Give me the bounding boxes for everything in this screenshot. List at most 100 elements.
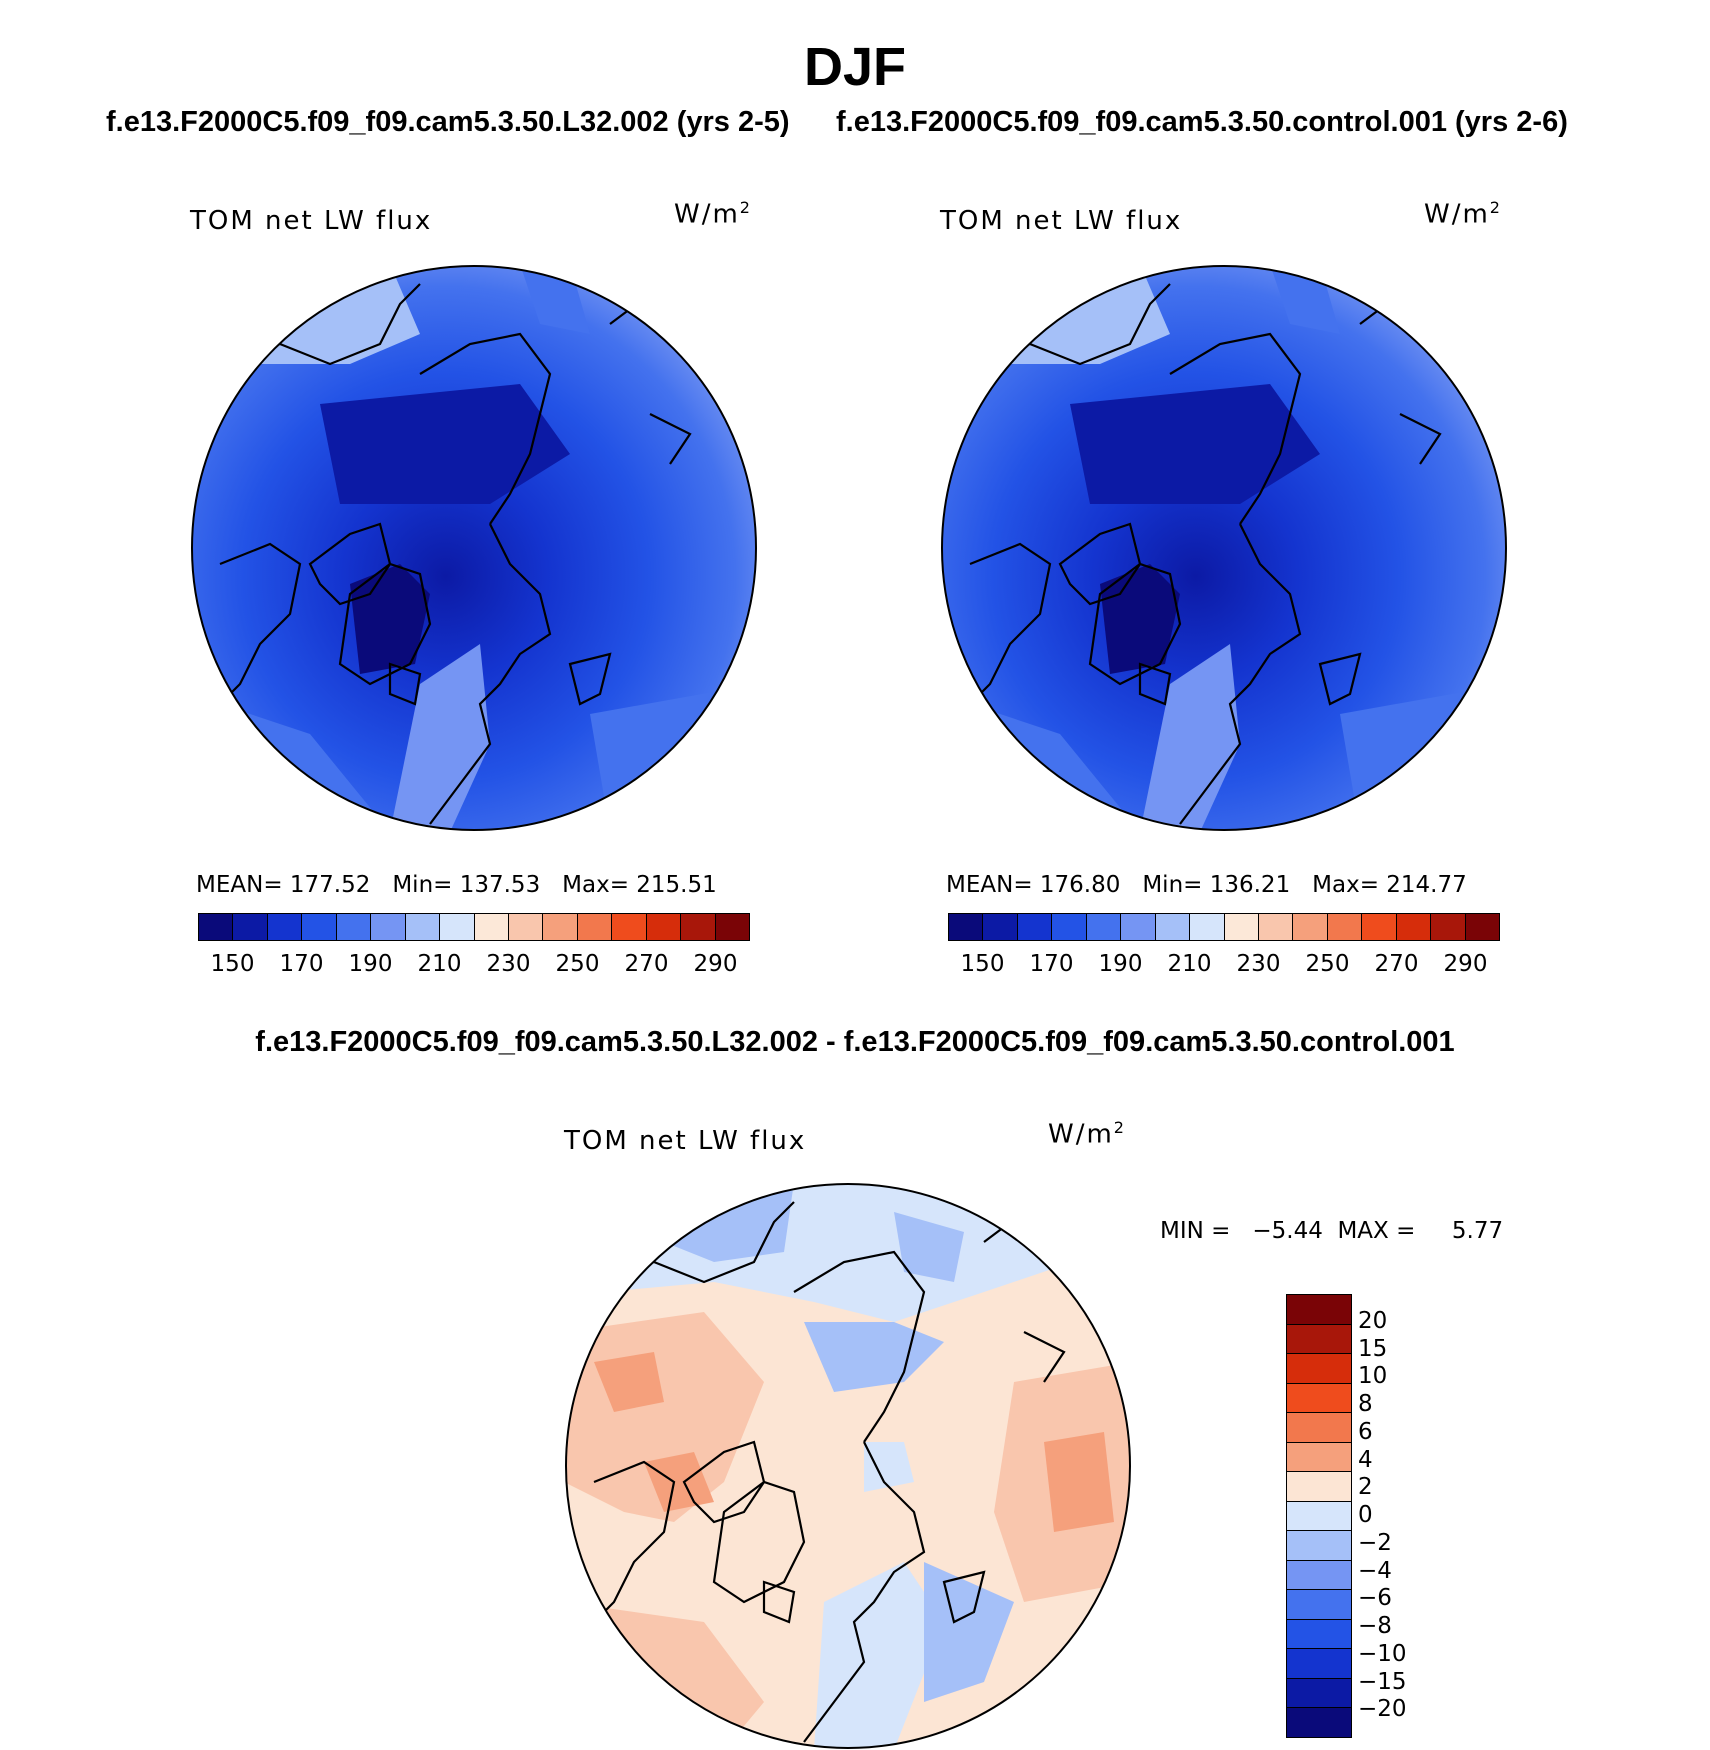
polar-map-a (191, 265, 757, 831)
colorbar-tick-label: 290 (1443, 951, 1488, 977)
colorbar-swatch (371, 914, 406, 940)
colorbar-swatch (1293, 914, 1328, 940)
colorbar-swatch (336, 914, 372, 940)
colorbar-tick-label: −10 (1358, 1640, 1407, 1667)
colorbar-tick-label: 190 (1098, 951, 1143, 977)
panel-a-variable: TOM net LW flux (190, 206, 433, 236)
colorbar-swatch (1287, 1413, 1351, 1443)
colorbar-swatch (1052, 914, 1087, 940)
colorbar-tick-label: 4 (1358, 1446, 1373, 1473)
panel-b-min: Min= 136.21 (1142, 872, 1291, 898)
figure-title: DJF (803, 37, 906, 97)
colorbar-swatch (1287, 1442, 1351, 1473)
polar-map-b (941, 265, 1507, 831)
colorbar-swatch (440, 914, 475, 940)
colorbar-tick-label: −2 (1358, 1529, 1392, 1556)
colorbar-a (198, 913, 750, 941)
panel-b-max: Max= 214.77 (1312, 872, 1467, 898)
colorbar-swatch (1121, 914, 1156, 940)
colorbar-tick-label: 2 (1358, 1474, 1373, 1501)
colorbar-swatch (612, 914, 647, 940)
colorbar-swatch (1086, 914, 1122, 940)
colorbar-tick-label: 8 (1358, 1391, 1373, 1417)
colorbar-b (948, 913, 1500, 941)
panel-a-mean: MEAN= 177.52 (196, 872, 371, 898)
colorbar-swatch (715, 914, 749, 940)
colorbar-tick-label: 270 (624, 951, 669, 977)
colorbar-swatch (1190, 914, 1225, 940)
colorbar-tick-label: 250 (555, 951, 600, 977)
colorbar-swatch (543, 914, 578, 940)
colorbar-tick-label: 0 (1358, 1502, 1373, 1528)
colorbar-swatch (199, 914, 234, 940)
colorbar-swatch (1287, 1649, 1351, 1679)
colorbar-swatch (302, 914, 337, 940)
colorbar-tick-label: −20 (1358, 1696, 1407, 1723)
panel-b-mean: MEAN= 176.80 (946, 872, 1121, 898)
colorbar-swatch (1155, 914, 1191, 940)
colorbar-swatch (1431, 914, 1466, 940)
colorbar-swatch (1287, 1472, 1351, 1502)
panel-a-min: Min= 137.53 (392, 872, 541, 898)
colorbar-tick-label: 190 (348, 951, 393, 977)
colorbar-tick-label: 270 (1374, 951, 1419, 977)
colorbar-swatch (1287, 1560, 1351, 1591)
colorbar-tick-label: 210 (417, 951, 462, 977)
colorbar-swatch (1465, 914, 1499, 940)
panel-a-max: Max= 215.51 (562, 872, 717, 898)
colorbar-tick-label: 150 (960, 951, 1005, 977)
colorbar-swatch (1287, 1324, 1351, 1355)
colorbar-tick-label: −4 (1358, 1557, 1392, 1584)
colorbar-tick-label: 150 (210, 951, 255, 977)
colorbar-tick-label: 210 (1167, 951, 1212, 977)
colorbar-tick-label: −6 (1358, 1585, 1392, 1612)
colorbar-swatch (1287, 1619, 1351, 1650)
panel-b-units: W/m2 (1424, 198, 1502, 230)
colorbar-swatch (1396, 914, 1432, 940)
colorbar-swatch (1287, 1590, 1351, 1620)
colorbar-tick-label: −8 (1358, 1613, 1392, 1639)
colorbar-tick-label: 10 (1358, 1363, 1388, 1390)
diff-panel-units: W/m2 (1048, 1118, 1126, 1150)
colorbar-tick-label: −15 (1358, 1668, 1407, 1695)
colorbar-swatch (681, 914, 716, 940)
colorbar-swatch (1287, 1678, 1351, 1709)
colorbar-tick-label: 230 (486, 951, 531, 977)
colorbar-swatch (405, 914, 441, 940)
case-b-title: f.e13.F2000C5.f09_f09.cam5.3.50.control.… (836, 106, 1568, 138)
colorbar-swatch (1287, 1708, 1351, 1737)
colorbar-tick-label: 20 (1358, 1307, 1388, 1334)
colorbar-swatch (1017, 914, 1053, 940)
diff-title: f.e13.F2000C5.f09_f09.cam5.3.50.L32.002 … (255, 1026, 1455, 1058)
colorbar-swatch (1287, 1531, 1351, 1561)
colorbar-swatch (508, 914, 544, 940)
colorbar-swatch (1287, 1295, 1351, 1325)
diff-minmax: MIN = −5.44 MAX = 5.77 (1160, 1218, 1504, 1244)
case-a-title: f.e13.F2000C5.f09_f09.cam5.3.50.L32.002 … (106, 106, 790, 138)
colorbar-tick-label: 290 (693, 951, 738, 977)
polar-map-diff (565, 1183, 1131, 1749)
panel-b-variable: TOM net LW flux (940, 206, 1183, 236)
diff-panel-variable: TOM net LW flux (564, 1126, 807, 1156)
colorbar-tick-label: 15 (1358, 1335, 1388, 1362)
colorbar-swatch (949, 914, 984, 940)
colorbar-swatch (1287, 1501, 1351, 1532)
colorbar-tick-label: 230 (1236, 951, 1281, 977)
panel-b-stats: MEAN= 176.80 Min= 136.21 Max= 214.77 (946, 872, 1467, 898)
panel-a-units: W/m2 (674, 198, 752, 230)
colorbar-swatch (646, 914, 682, 940)
colorbar-tick-label: 170 (1029, 951, 1074, 977)
colorbar-tick-label: 170 (279, 951, 324, 977)
colorbar-swatch (1327, 914, 1363, 940)
colorbar-swatch (233, 914, 268, 940)
panel-a-stats: MEAN= 177.52 Min= 137.53 Max= 215.51 (196, 872, 717, 898)
colorbar-swatch (1224, 914, 1259, 940)
colorbar-swatch (1287, 1383, 1351, 1414)
colorbar-tick-label: 250 (1305, 951, 1350, 977)
colorbar-tick-label: 6 (1358, 1418, 1373, 1445)
colorbar-swatch (267, 914, 303, 940)
colorbar-diff (1286, 1294, 1352, 1738)
colorbar-swatch (1287, 1354, 1351, 1384)
colorbar-swatch (1258, 914, 1294, 940)
colorbar-swatch (983, 914, 1018, 940)
